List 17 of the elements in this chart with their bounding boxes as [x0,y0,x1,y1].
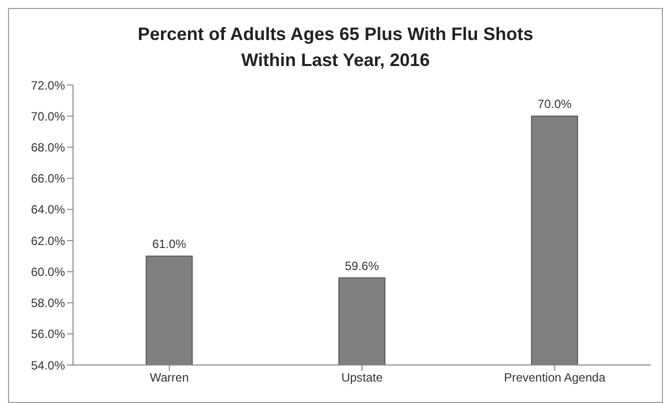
y-tick-label: 68.0% [30,140,66,154]
y-tick-label: 58.0% [30,296,66,310]
y-tick-label: 56.0% [30,327,66,342]
y-tick-label: 62.0% [30,234,66,248]
x-tick-label: Prevention Agenda [504,370,606,385]
x-tick-label: Warren [150,370,189,385]
y-tick-label: 70.0% [30,109,66,124]
x-tick-label: Upstate [341,370,383,385]
y-tick-label: 64.0% [30,202,66,217]
y-tick-label: 66.0% [30,172,66,186]
y-tick-label: 72.0% [30,78,66,92]
y-tick-label: 54.0% [30,358,66,372]
data-label: 70.0% [538,97,572,112]
y-tick-label: 60.0% [30,264,66,279]
data-label: 61.0% [152,237,187,252]
data-label: 59.6% [344,258,380,273]
chart-title: Percent of Adults Ages 65 Plus With Flu Shots Within Last Year, 2016 [136,23,534,72]
